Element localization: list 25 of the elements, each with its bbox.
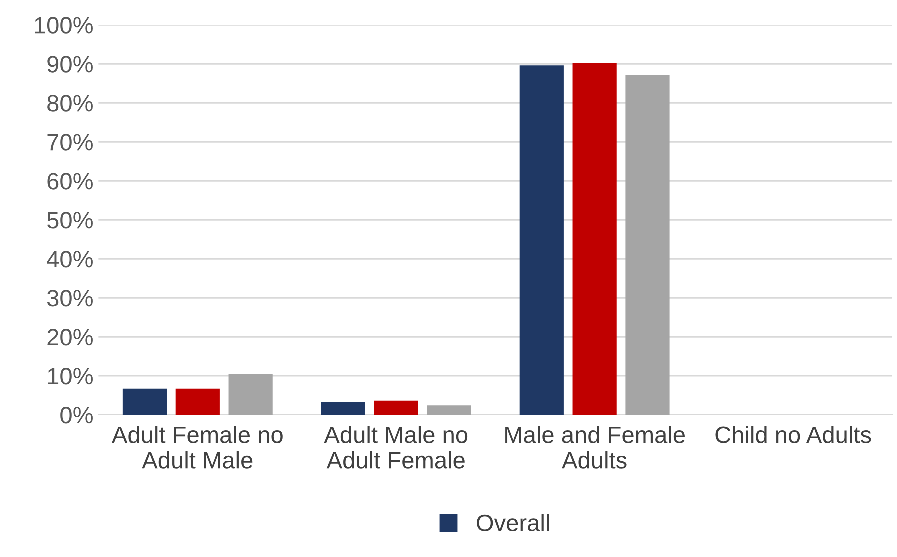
legend-label: Overall bbox=[477, 514, 550, 532]
y-tick-label: 60% bbox=[48, 173, 93, 190]
y-tick-label: 100% bbox=[35, 17, 93, 34]
y-tick-label: 20% bbox=[48, 329, 93, 346]
y-tick-label: 70% bbox=[48, 134, 93, 151]
bar bbox=[321, 402, 366, 415]
x-tick-label: Child no Adults bbox=[716, 426, 872, 444]
bar bbox=[122, 388, 168, 415]
bar bbox=[228, 374, 273, 415]
bar bbox=[572, 63, 617, 415]
y-tick-label: 80% bbox=[48, 95, 93, 112]
x-tick-label: Adult Female no Adult Male bbox=[112, 426, 283, 469]
bar bbox=[520, 66, 564, 415]
y-tick-label: 50% bbox=[48, 212, 93, 229]
bar bbox=[626, 75, 670, 415]
y-tick-label: 90% bbox=[48, 56, 93, 73]
bar bbox=[427, 406, 472, 415]
y-tick-label: 30% bbox=[47, 290, 93, 307]
y-tick-label: 0% bbox=[60, 407, 93, 424]
y-tick-label: 40% bbox=[47, 251, 93, 268]
bar bbox=[374, 400, 418, 415]
bar bbox=[176, 388, 220, 415]
x-tick-label: Male and Female Adults bbox=[506, 426, 685, 469]
x-tick-label: Adult Male no Adult Female bbox=[324, 426, 468, 469]
y-tick-label: 10% bbox=[48, 368, 93, 385]
